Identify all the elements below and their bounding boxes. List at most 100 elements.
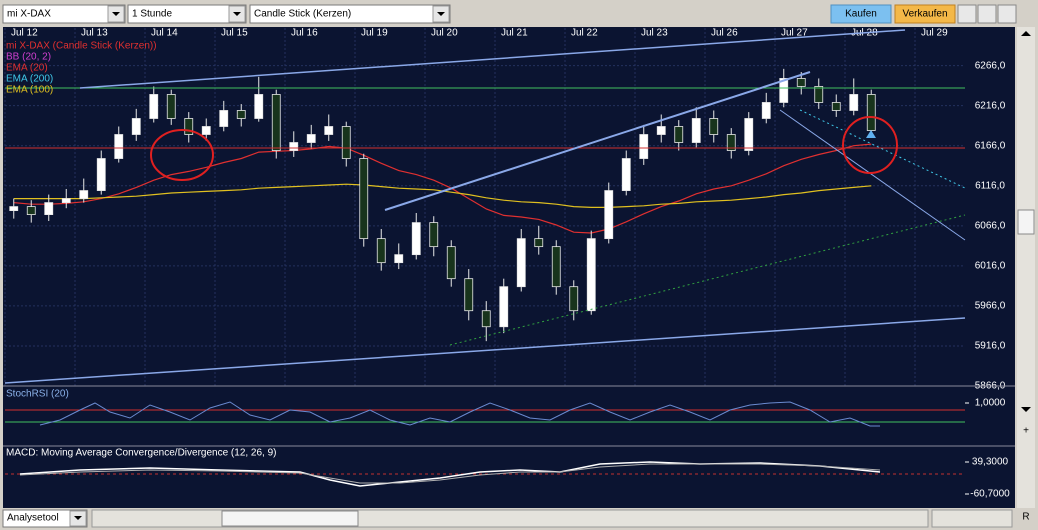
x-tick-label: Jul 21 <box>501 28 528 39</box>
legend-entry: EMA (200) <box>6 74 53 85</box>
candle-body <box>429 222 439 248</box>
x-tick-label: Jul 13 <box>81 28 108 39</box>
buy-label: Kaufen <box>845 9 877 20</box>
candle-body <box>446 246 456 280</box>
y-tick-label: 6066,0 <box>975 220 1006 231</box>
highlight-circle <box>842 116 898 174</box>
macd-tick: 39,3000 <box>972 457 1009 468</box>
x-tick-label: Jul 15 <box>221 28 248 39</box>
scroll-thumb[interactable] <box>221 510 359 527</box>
candle-body <box>534 238 544 248</box>
trend-line <box>799 109 966 189</box>
candle-body <box>79 190 89 199</box>
interval-select[interactable] <box>127 4 247 24</box>
tool-button[interactable] <box>957 4 977 24</box>
tool-button[interactable] <box>997 4 1017 24</box>
x-tick-label: Jul 16 <box>291 28 318 39</box>
buy-button[interactable] <box>830 4 892 24</box>
zoom-in[interactable]: + <box>1023 426 1029 437</box>
candle-body <box>551 246 561 288</box>
candle-body <box>691 118 701 143</box>
candle-body <box>726 134 736 151</box>
macd-tick: -60,7000 <box>970 489 1010 500</box>
x-tick-label: Jul 12 <box>11 28 38 39</box>
chart-style: Candle Stick (Kerzen) <box>254 9 351 20</box>
tool-button[interactable] <box>977 4 997 24</box>
y-tick-label: 6266,0 <box>975 60 1006 71</box>
candle-body <box>499 286 509 328</box>
x-tick-label: Jul 19 <box>361 28 388 39</box>
candle-body <box>394 254 404 264</box>
reset-button[interactable]: R <box>1022 512 1029 523</box>
legend-entry: EMA (100) <box>6 85 53 96</box>
candle-body <box>814 86 824 103</box>
candle-body <box>9 206 19 211</box>
style-select[interactable] <box>249 4 451 24</box>
candle-body <box>516 238 526 288</box>
candle-body <box>131 118 141 135</box>
stoch-tick: 1,0000 <box>975 398 1006 409</box>
candle-body <box>44 202 54 216</box>
candle-body <box>586 238 596 312</box>
y-tick-label: 5966,0 <box>975 301 1006 312</box>
x-tick-label: Jul 22 <box>571 28 598 39</box>
x-tick-label: Jul 23 <box>641 28 668 39</box>
candle-body <box>464 278 474 312</box>
macd-title: MACD: Moving Average Convergence/Diverge… <box>6 448 277 459</box>
candle-body <box>831 102 841 111</box>
trend-line <box>449 214 966 346</box>
candle-body <box>166 94 176 119</box>
y-axis-area <box>965 40 1015 386</box>
signal-line <box>19 463 881 484</box>
trend-line <box>79 29 906 89</box>
y-tick-label: 6016,0 <box>975 261 1006 272</box>
y-tick-label: 6166,0 <box>975 140 1006 151</box>
tool-label: Analysetool <box>7 513 59 524</box>
candle-body <box>569 286 579 312</box>
tool-select[interactable] <box>2 509 88 528</box>
candle-body <box>866 94 876 131</box>
stoch-title: StochRSI (20) <box>6 389 69 400</box>
x-tick-label: Jul 29 <box>921 28 948 39</box>
candle-body <box>656 126 666 135</box>
trend-line <box>4 317 966 384</box>
y-tick-label: 6116,0 <box>975 180 1005 191</box>
x-tick-label: Jul 14 <box>151 28 178 39</box>
candle-body <box>604 190 614 240</box>
zoom-slider[interactable] <box>931 509 1013 528</box>
legend-entry: EMA (20) <box>6 63 48 74</box>
annotations <box>4 29 966 384</box>
legend: mi X-DAX (Candle Stick (Kerzen))BB (20, … <box>6 41 157 96</box>
toolbar: mi X-DAX 1 Stunde Candle Stick (Kerzen) … <box>2 4 1017 24</box>
sell-button[interactable] <box>894 4 956 24</box>
indicator-line <box>13 143 872 234</box>
legend-title: mi X-DAX (Candle Stick (Kerzen)) <box>6 41 157 52</box>
candle-body <box>61 198 71 203</box>
interval: 1 Stunde <box>132 9 172 20</box>
candle-body <box>761 102 771 119</box>
trend-line <box>384 71 811 211</box>
candle-body <box>306 134 316 143</box>
sell-label: Verkaufen <box>902 9 947 20</box>
horizontal-scrollbar[interactable] <box>91 509 929 528</box>
candle-body <box>796 78 806 87</box>
instrument: mi X-DAX <box>7 9 51 20</box>
candle-body <box>779 78 789 103</box>
candle-body <box>114 134 124 159</box>
scroll-thumb[interactable] <box>1017 209 1035 235</box>
stoch-line <box>39 401 880 427</box>
highlight-circle <box>150 129 214 181</box>
candle-body <box>341 126 351 159</box>
candle-body <box>184 118 194 135</box>
y-tick-label: 6216,0 <box>975 100 1006 111</box>
x-tick-label: Jul 20 <box>431 28 458 39</box>
candle-body <box>709 118 719 135</box>
candle-body <box>149 94 159 119</box>
vertical-scrollbar[interactable] <box>1017 27 1035 508</box>
candle-body <box>324 126 334 135</box>
y-tick-label: 5916,0 <box>975 341 1006 352</box>
candle-body <box>621 158 631 191</box>
instrument-select[interactable] <box>2 4 126 24</box>
candle-body <box>411 222 421 256</box>
